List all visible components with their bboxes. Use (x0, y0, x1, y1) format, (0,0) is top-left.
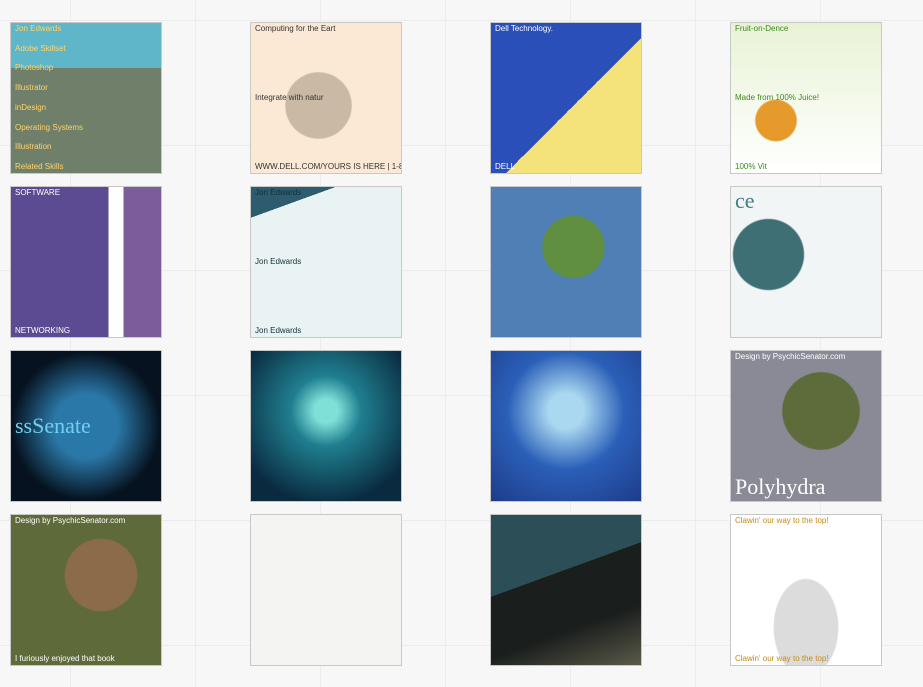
thumbnail[interactable]: Jon Edwards Adobe Skillset Photoshop Illust… (10, 22, 162, 174)
thumbnail-text: 100% Vit (735, 162, 767, 171)
thumbnail-text: Adobe Skillset (15, 43, 66, 53)
thumbnail-text: I furiously enjoyed that book (15, 654, 115, 663)
thumbnail-text: Integrate with natur (255, 93, 324, 102)
thumbnail[interactable] (490, 350, 642, 502)
thumbnail[interactable] (490, 514, 642, 666)
thumbnail-text: Made from 100% Juice! (735, 93, 820, 102)
thumbnail-text: Dell Technology. (495, 24, 553, 33)
thumbnail-text: Clawin' our way to the top! (735, 654, 829, 663)
thumbnail-text: Computing for the Eart (255, 24, 336, 33)
thumbnail-text: Design by PsychicSenator.com (15, 516, 126, 525)
thumbnail-text: DELL (495, 162, 516, 171)
thumbnail[interactable]: Design by PsychicSenator.com Polyhydra (730, 350, 882, 502)
thumbnail-text: Fruit-on-Dence (735, 24, 789, 33)
thumbnail[interactable]: Clawin' our way to the top! Clawin' our w… (730, 514, 882, 666)
thumbnail-text: Related Skills (15, 161, 64, 171)
thumbnail[interactable] (250, 350, 402, 502)
thumbnail-text: Illustration (15, 142, 52, 152)
thumbnail-text: Jon Edwards (15, 24, 62, 33)
thumbnail-text: Polyhydra (735, 474, 826, 499)
thumbnail[interactable] (250, 514, 402, 666)
thumbnail-text: SOFTWARE (15, 188, 61, 197)
thumbnail-text: Operating Systems (15, 122, 84, 132)
thumbnail[interactable]: ssSenate (10, 350, 162, 502)
thumbnail[interactable]: SOFTWARE NETWORKING (10, 186, 162, 338)
thumbnail-text: Jon Edwards (255, 257, 302, 266)
thumbnail-text: Jon Edwards (255, 326, 302, 335)
thumbnail[interactable]: Dell Technology. DELL (490, 22, 642, 174)
thumbnail[interactable]: ce (730, 186, 882, 338)
thumbnail-text: Clawin' our way to the top! (735, 516, 829, 525)
thumbnail-text: WWW.DELL.COM/YOURS IS HERE | 1-877-283 (255, 162, 401, 171)
thumbnail-text: Design by PsychicSenator.com (735, 352, 846, 361)
thumbnail[interactable]: Computing for the Eart Integrate with nat… (250, 22, 402, 174)
thumbnail[interactable]: Jon Edwards Jon Edwards Jon Edwards (250, 186, 402, 338)
thumbnail-text: Illustrator (15, 83, 48, 93)
thumbnail-text: ssSenate (15, 413, 91, 438)
thumbnail-text: ce (735, 188, 755, 213)
thumbnail-text: Photoshop (15, 63, 54, 73)
thumbnail[interactable] (490, 186, 642, 338)
thumbnail-text: inDesign (15, 102, 47, 112)
thumbnail-text: Jon Edwards (255, 188, 302, 197)
thumbnail[interactable]: Fruit-on-Dence Made from 100% Juice! 100% … (730, 22, 882, 174)
thumbnail[interactable]: Design by PsychicSenator.com I furiously … (10, 514, 162, 666)
thumbnail-text: NETWORKING (15, 326, 71, 335)
